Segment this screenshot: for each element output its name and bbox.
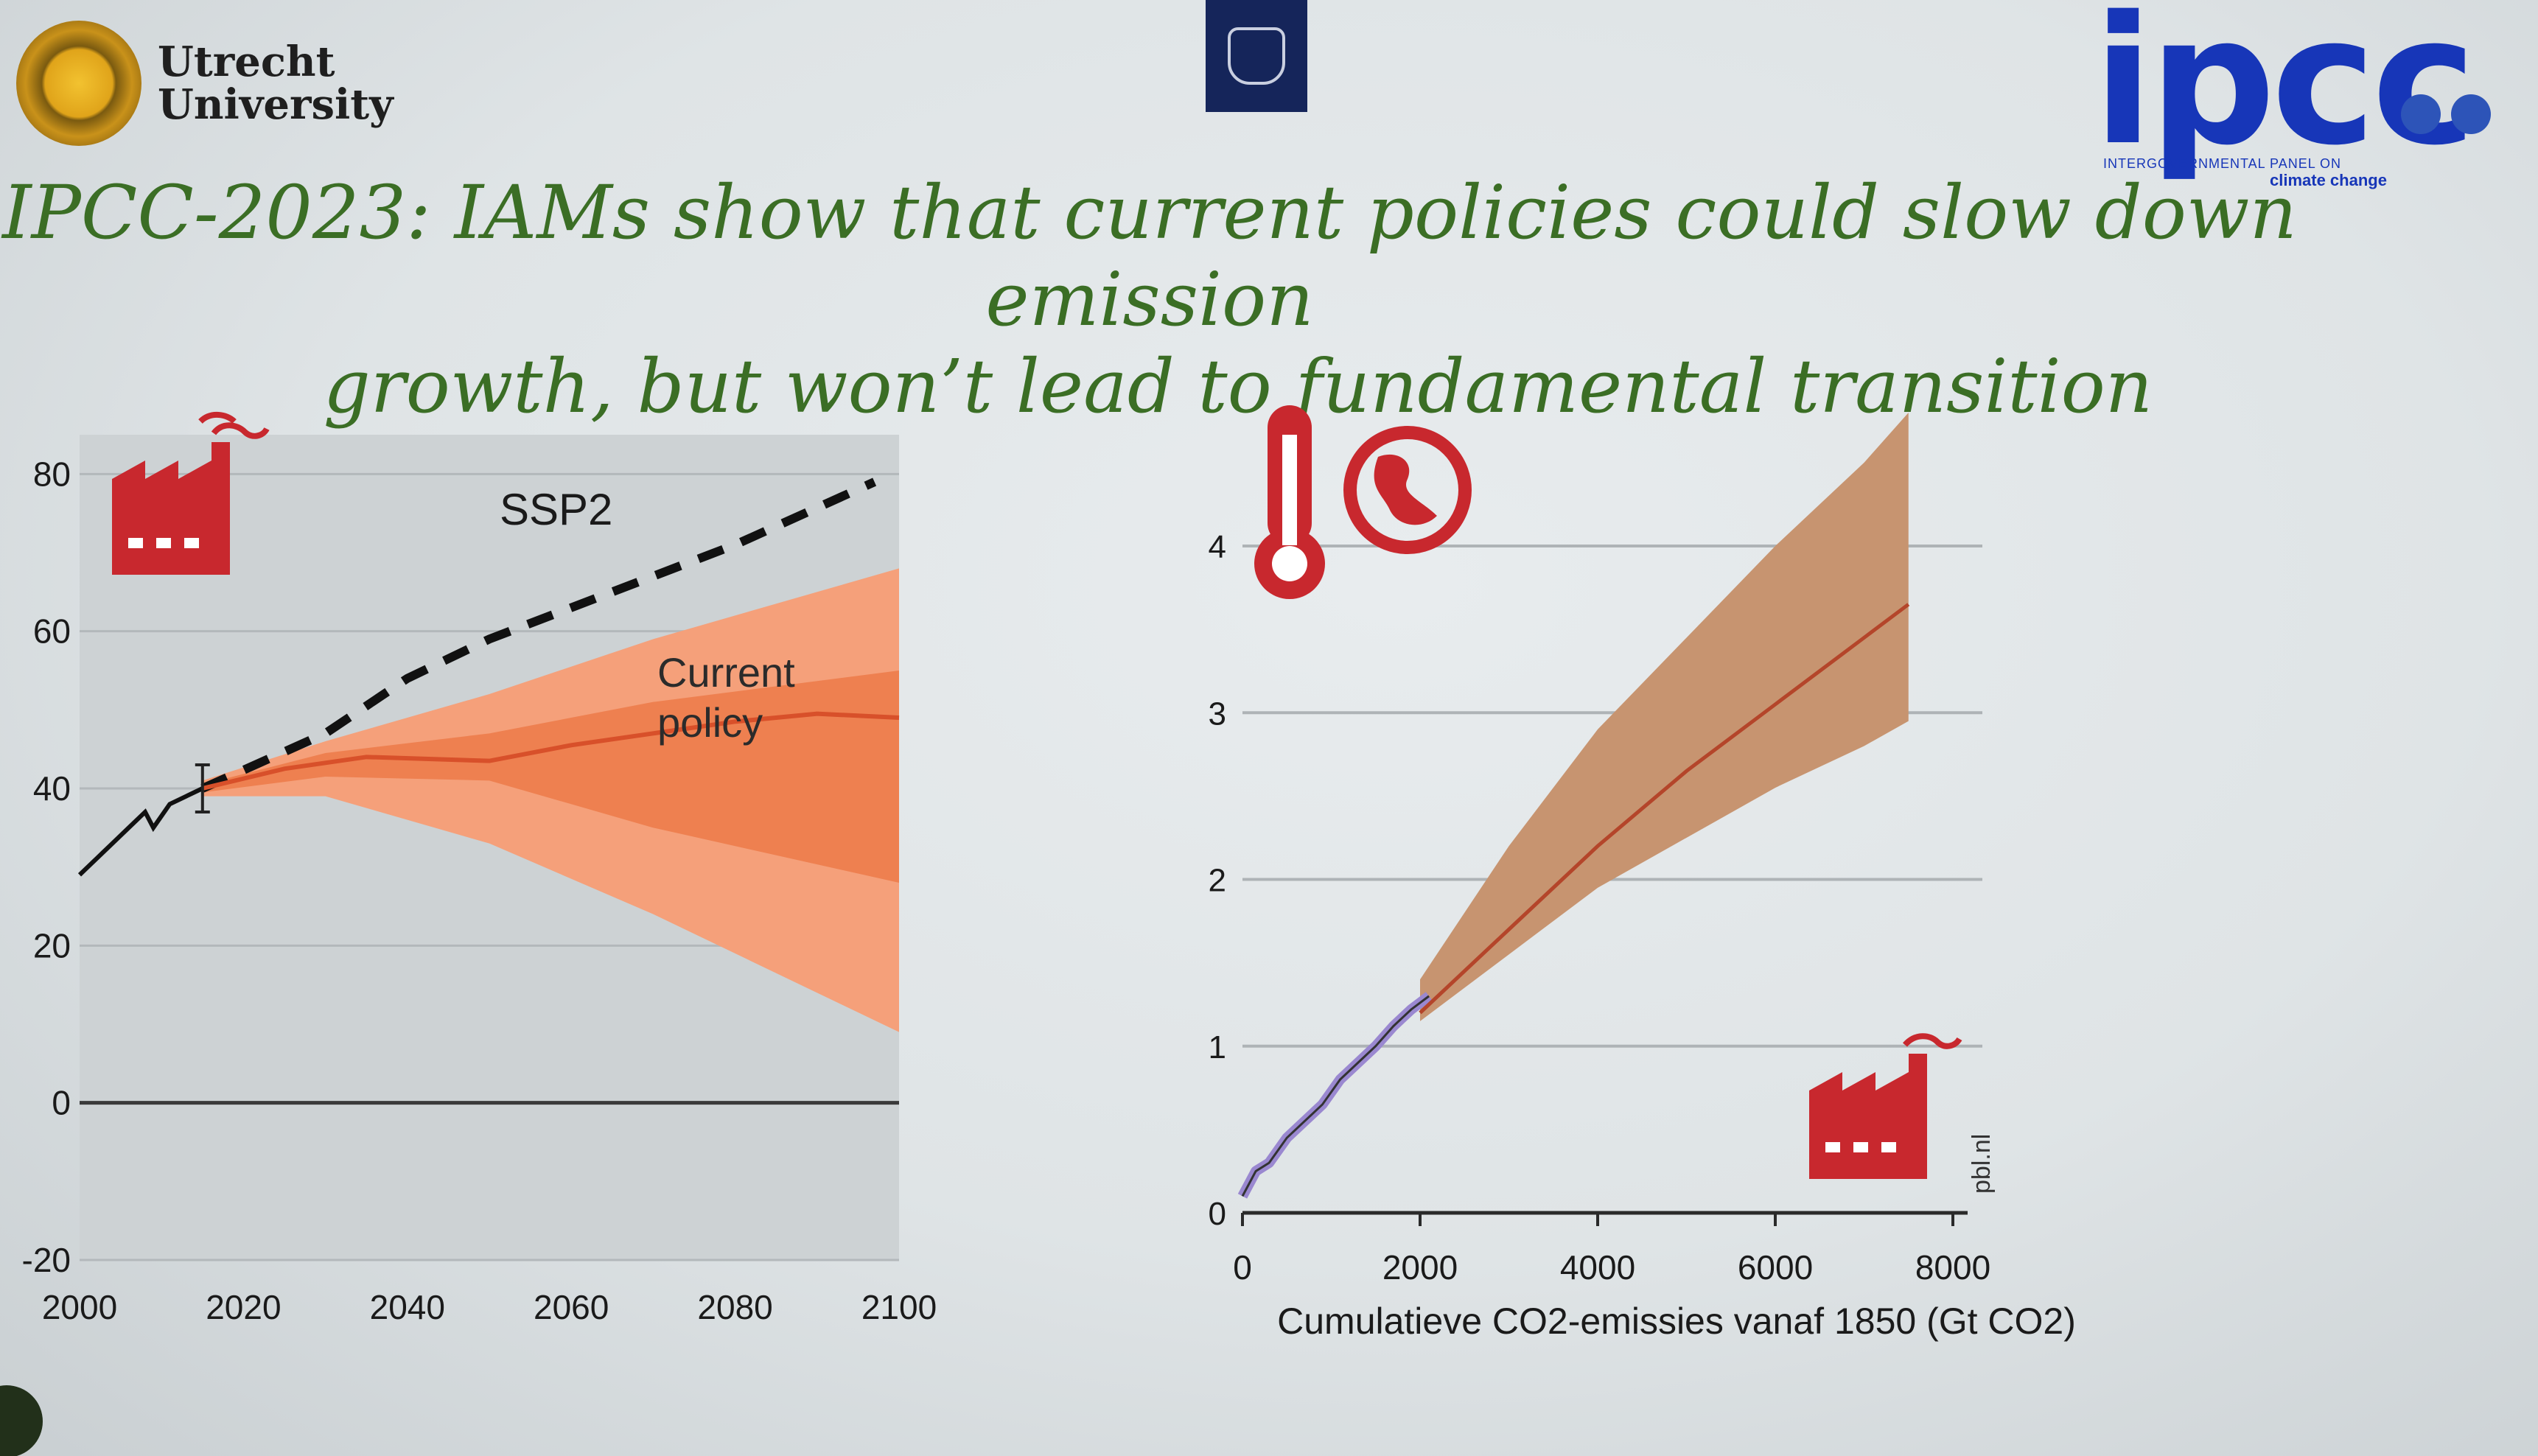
projection-line [1419, 603, 1910, 1015]
y-tick-label: 4 [1209, 529, 1226, 565]
emissions-chart: 80 60 40 20 0 -20 2000 2020 2040 2060 2080 2100 SSP… [22, 412, 937, 1326]
page-indicator [0, 1385, 43, 1456]
ssp2-line [200, 477, 877, 793]
x-tick-label: 2100 [861, 1288, 937, 1326]
y-tick-label: 80 [33, 455, 71, 493]
university-name-line1: Utrecht [158, 38, 335, 86]
x-tick-label: 6000 [1738, 1248, 1813, 1287]
factory-icon [112, 412, 270, 575]
observed-line [1237, 992, 1433, 1199]
university-name-line2: University [158, 80, 394, 129]
current-policy-line [202, 711, 900, 791]
x-axis-label: Cumulatieve CO2-emissies vanaf 1850 (Gt … [1277, 1301, 2076, 1342]
slide-title-line1: IPCC-2023: IAMs show that current polici… [2, 169, 2297, 343]
ipcc-logo: ipcc INTERGOVERNMENTAL PANEL ON climate … [2093, 0, 2477, 189]
warming-chart: 4 3 2 1 00 2000 4000 6000 8000 pbl.nl Cumulatiev… [1209, 405, 2076, 1342]
x-tick-label: 4000 [1560, 1248, 1635, 1287]
x-tick-label: 8000 [1915, 1248, 1990, 1287]
warming-range [1420, 413, 1909, 1021]
crest-icon [1228, 27, 1285, 85]
slide-title-line2: growth, but won’t lead to fundamental tr… [323, 343, 2153, 430]
y-tick-label: 40 [33, 769, 71, 808]
y-tick-label: -20 [22, 1241, 71, 1279]
ssp2-label: SSP2 [500, 485, 612, 534]
x-tick-label: 2040 [370, 1288, 445, 1326]
un-emblems [2401, 94, 2491, 134]
current-policy-label-line2: policy [657, 699, 763, 746]
policy-range-outer [202, 568, 899, 1032]
y-tick-label: 0 [52, 1084, 71, 1122]
y-tick-label: 2 [1209, 863, 1226, 899]
x-tick-label: 0 [1233, 1248, 1252, 1287]
x-tick-label: 2080 [697, 1288, 772, 1326]
utrecht-university-logo: Utrecht University [16, 21, 394, 146]
factory-icon [1809, 1033, 1962, 1179]
pbl-credit: pbl.nl [1968, 1134, 1996, 1194]
thermometer-globe-icon [1254, 405, 1472, 599]
observed-noise-line [1241, 995, 1430, 1197]
x-tick-label: 2000 [42, 1288, 117, 1326]
y-tick-label: 60 [33, 612, 71, 651]
government-logo [1206, 0, 1307, 112]
wmo-emblem-icon [2401, 94, 2441, 134]
ipcc-tagline: INTERGOVERNMENTAL PANEL ON [2103, 156, 2342, 171]
y-tick-label: 1 [1209, 1029, 1226, 1065]
university-seal-icon [16, 21, 141, 146]
ipcc-wordmark: ipcc [2093, 0, 2477, 184]
ipcc-tagline-2: climate change [2270, 171, 2387, 189]
x-tick-label: 2060 [534, 1288, 609, 1326]
y-tick-label: 0 [1209, 1196, 1226, 1232]
y-tick-label: 3 [1209, 696, 1226, 732]
historical-line [77, 786, 204, 877]
x-tick-label: 2000 [1382, 1248, 1458, 1287]
unep-emblem-icon [2451, 94, 2491, 134]
current-policy-label-line1: Current [657, 649, 795, 696]
x-tick-label: 2020 [206, 1288, 281, 1326]
slide-title: IPCC-2023: IAMs show that current polici… [2, 169, 2417, 430]
y-tick-label: 20 [33, 926, 71, 965]
